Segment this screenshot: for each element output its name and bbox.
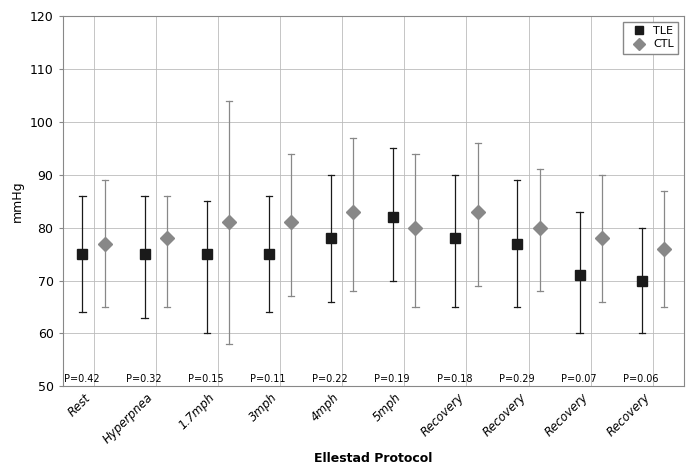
Text: P=0.07: P=0.07 [561, 374, 596, 384]
Text: P=0.22: P=0.22 [312, 374, 348, 384]
Text: P=0.11: P=0.11 [250, 374, 286, 384]
Text: P=0.15: P=0.15 [188, 374, 224, 384]
Text: P=0.32: P=0.32 [126, 374, 161, 384]
Y-axis label: mmHg: mmHg [11, 180, 24, 222]
Text: P=0.42: P=0.42 [64, 374, 99, 384]
Text: P=0.18: P=0.18 [436, 374, 472, 384]
Legend: TLE, CTL: TLE, CTL [623, 22, 678, 54]
Text: P=0.29: P=0.29 [499, 374, 534, 384]
Text: P=0.06: P=0.06 [623, 374, 658, 384]
Text: P=0.19: P=0.19 [375, 374, 410, 384]
X-axis label: Ellestad Protocol: Ellestad Protocol [314, 452, 432, 465]
